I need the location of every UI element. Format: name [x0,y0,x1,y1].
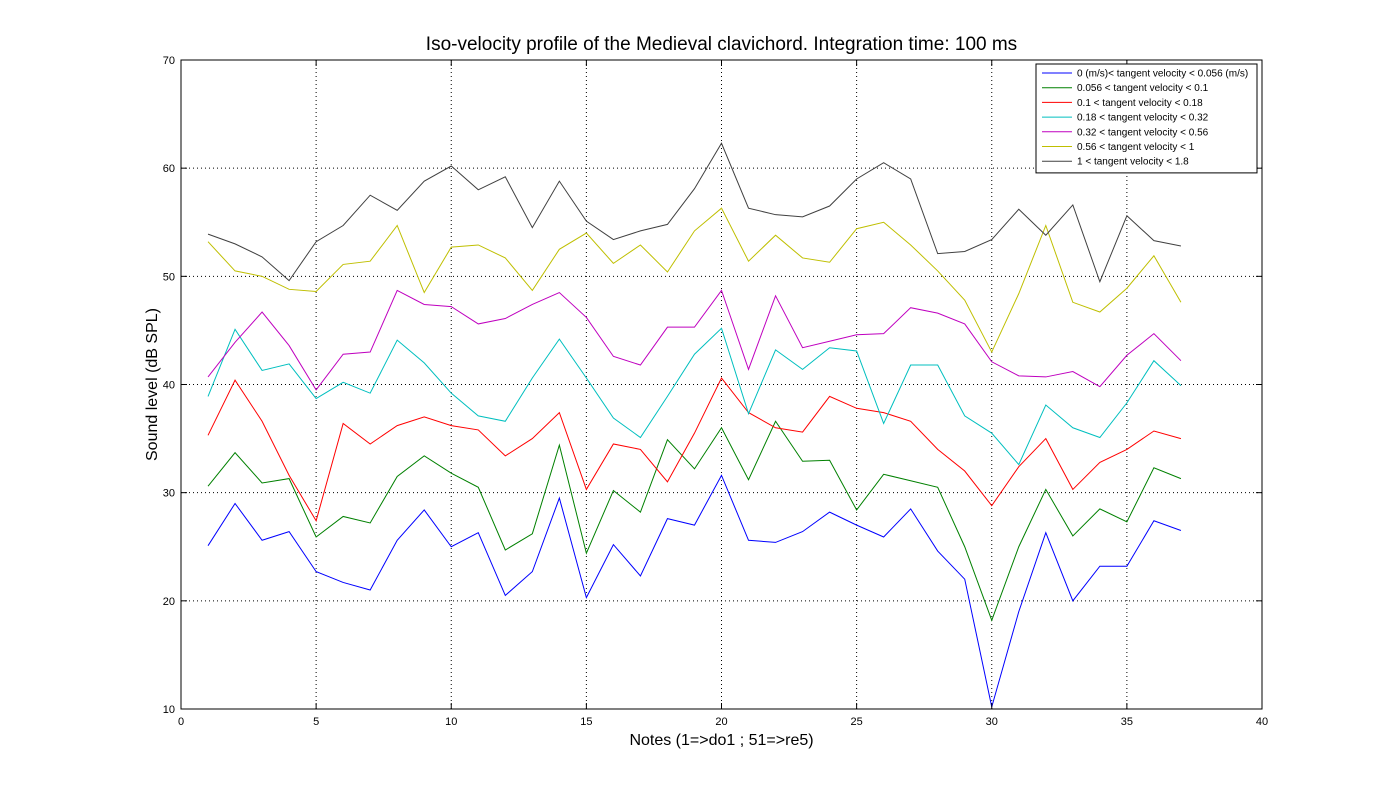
y-axis-label: Sound level (dB SPL) [144,308,161,461]
x-tick-label: 35 [1121,716,1133,728]
series-line-5 [207,207,1182,354]
series-line-4 [207,289,1182,391]
legend-box [1035,63,1258,174]
grid [181,60,1262,709]
x-tick-label: 10 [445,716,457,728]
y-tick-label: 50 [163,271,175,283]
chart-title: Iso-velocity profile of the Medieval cla… [426,34,1017,55]
legend-entry: 1 < tangent velocity < 1.8 [1077,157,1189,168]
y-tick-label: 30 [163,488,175,500]
y-tick-label: 70 [163,55,175,67]
legend-entry: 0 (m/s)< tangent velocity < 0.056 (m/s) [1077,69,1248,80]
legend: 0 (m/s)< tangent velocity < 0.056 (m/s) 0… [1035,63,1258,174]
x-tick-label: 5 [313,716,319,728]
x-tick-label: 25 [851,716,863,728]
x-tick-label: 40 [1256,716,1268,728]
axis-ticks: 0 5 10 15 20 25 30 35 40 10 20 30 40 50 60 70 [163,55,1268,728]
legend-entry: 0.56 < tangent velocity < 1 [1077,142,1195,153]
x-axis-label: Notes (1=>do1 ; 51=>re5) [629,732,813,749]
series-lines [207,142,1182,707]
legend-entry: 0.32 < tangent velocity < 0.56 [1077,127,1209,138]
series-line-6 [207,142,1182,284]
y-tick-label: 10 [163,704,175,716]
legend-entry: 0.1 < tangent velocity < 0.18 [1077,98,1203,109]
x-tick-label: 0 [178,716,184,728]
x-tick-label: 15 [580,716,592,728]
legend-entry: 0.18 < tangent velocity < 0.32 [1077,113,1209,124]
y-tick-label: 40 [163,380,175,392]
legend-entry: 0.056 < tangent velocity < 0.1 [1077,83,1209,94]
x-tick-label: 30 [986,716,998,728]
series-line-0 [207,474,1182,707]
y-tick-label: 20 [163,596,175,608]
x-tick-label: 20 [715,716,727,728]
series-line-2 [207,377,1182,523]
series-line-3 [207,327,1182,466]
y-tick-label: 60 [163,163,175,175]
series-line-1 [207,420,1182,622]
